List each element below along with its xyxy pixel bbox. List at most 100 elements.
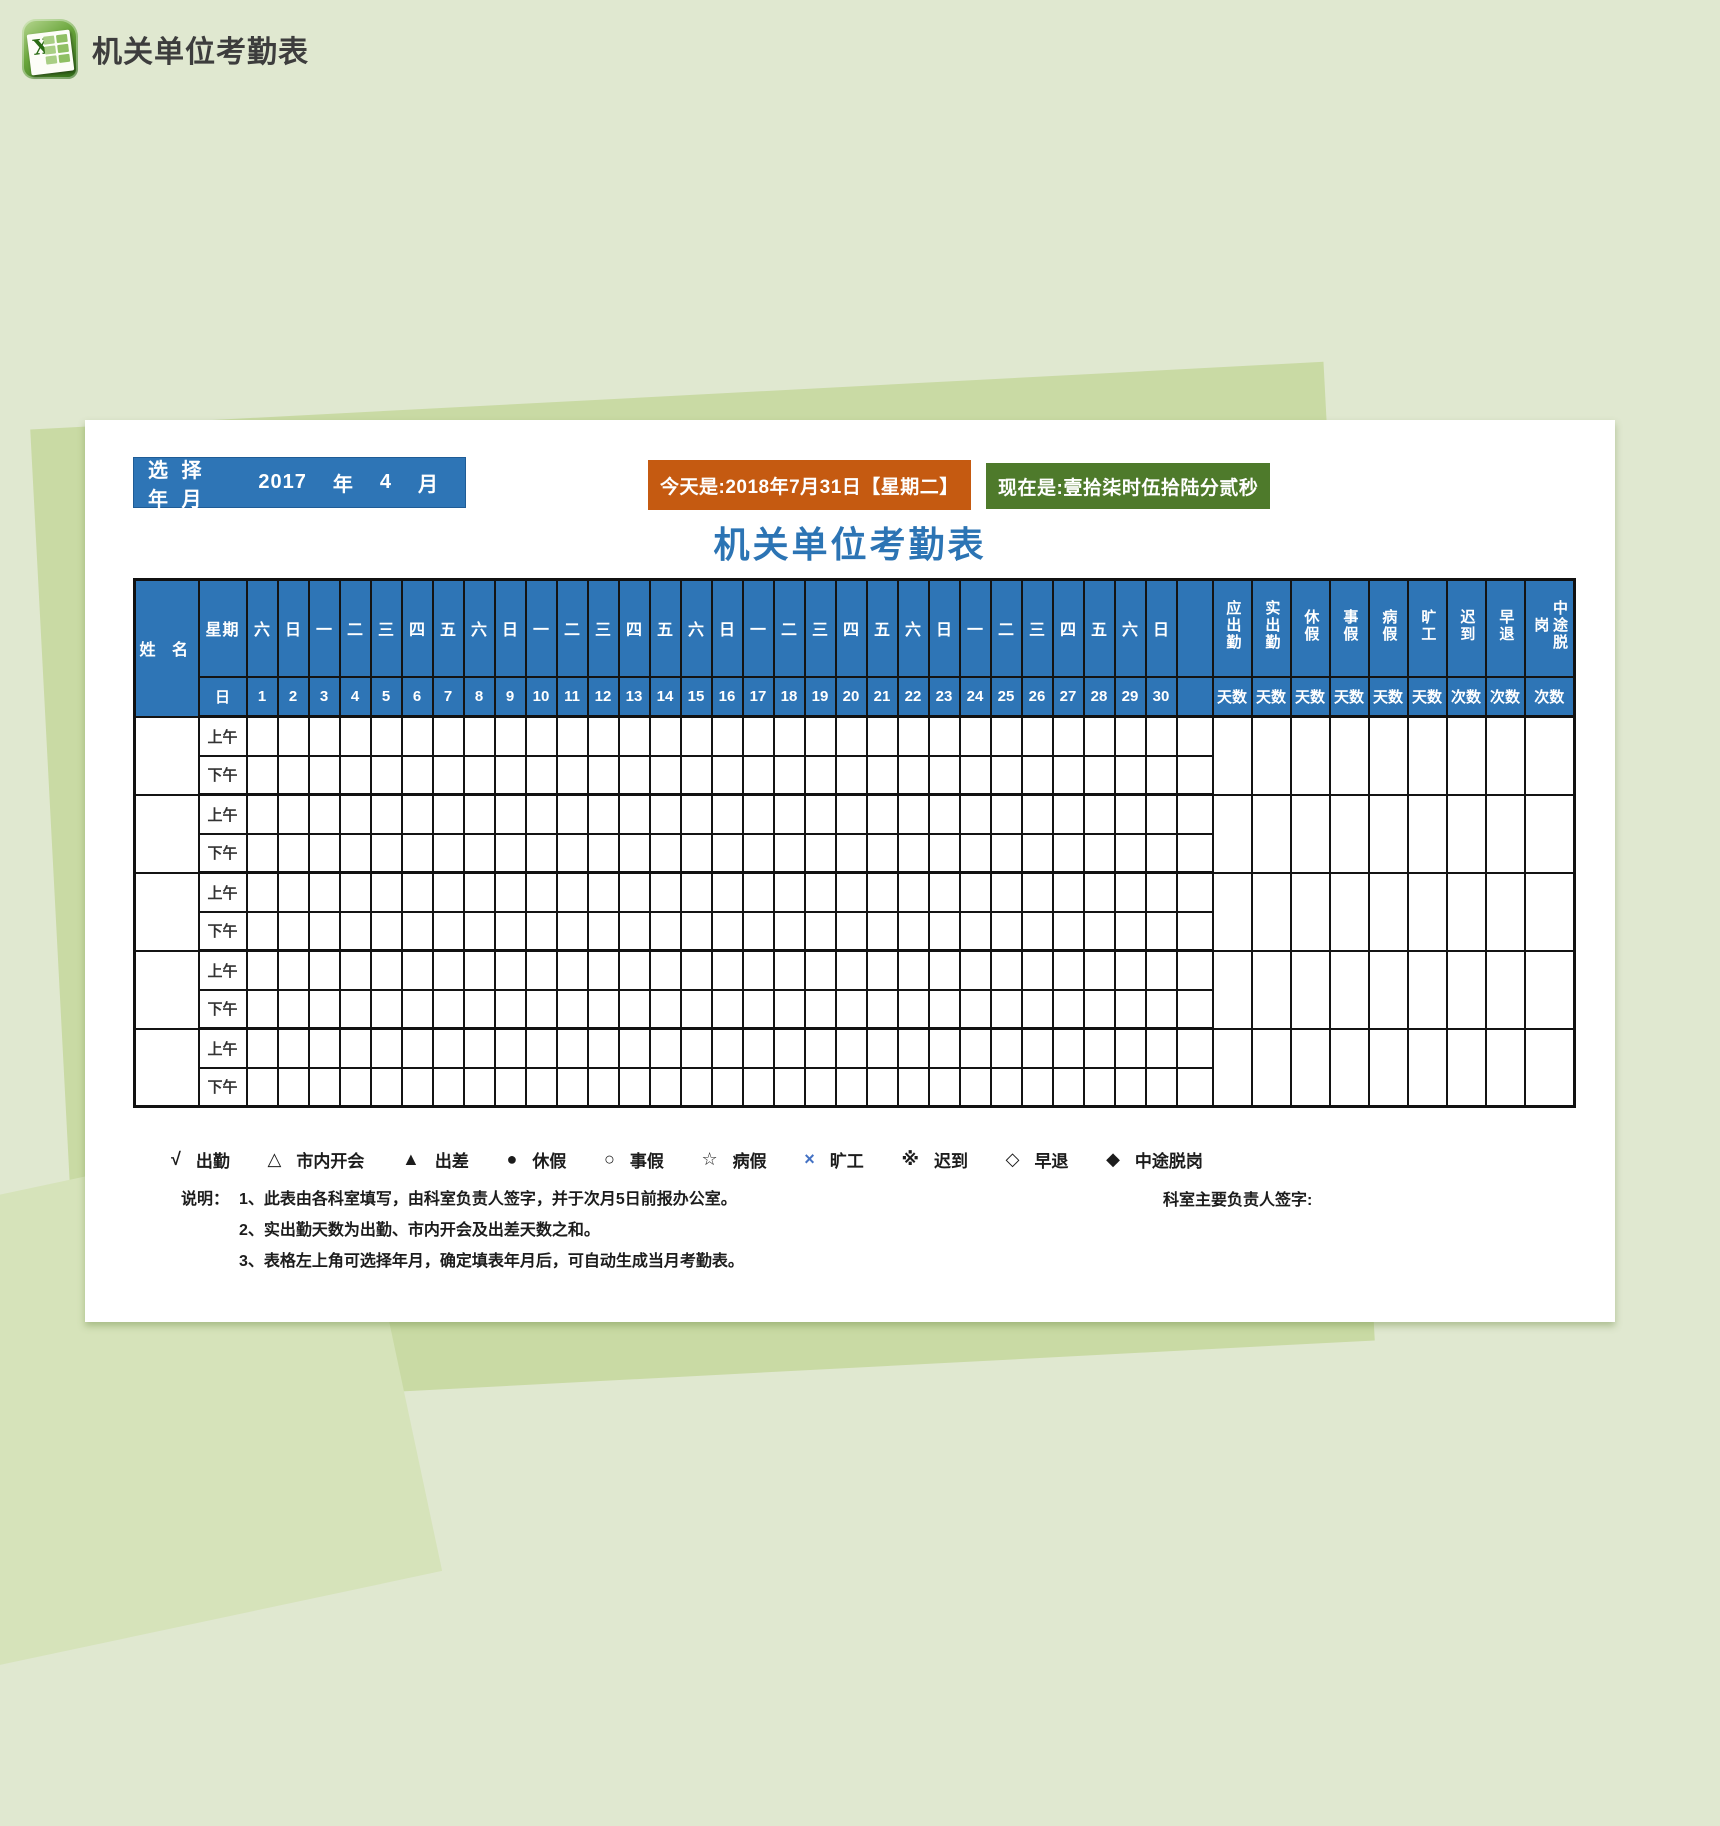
day-cell[interactable] bbox=[803, 988, 837, 1030]
day-cell[interactable] bbox=[1082, 1066, 1116, 1108]
summary-cell[interactable] bbox=[1406, 715, 1448, 796]
day-cell[interactable] bbox=[1175, 754, 1214, 796]
day-cell[interactable] bbox=[276, 910, 310, 952]
day-cell[interactable] bbox=[741, 949, 775, 991]
day-cell[interactable] bbox=[648, 715, 682, 757]
day-cell[interactable] bbox=[710, 910, 744, 952]
day-cell[interactable] bbox=[462, 949, 496, 991]
day-cell[interactable] bbox=[1113, 1027, 1147, 1069]
day-cell[interactable] bbox=[369, 832, 403, 874]
summary-cell[interactable] bbox=[1484, 793, 1526, 874]
day-cell[interactable] bbox=[431, 715, 465, 757]
day-cell[interactable] bbox=[710, 988, 744, 1030]
day-cell[interactable] bbox=[989, 949, 1023, 991]
day-cell[interactable] bbox=[648, 754, 682, 796]
day-cell[interactable] bbox=[462, 793, 496, 835]
day-cell[interactable] bbox=[772, 949, 806, 991]
summary-cell[interactable] bbox=[1328, 949, 1370, 1030]
day-cell[interactable] bbox=[369, 1027, 403, 1069]
day-cell[interactable] bbox=[307, 988, 341, 1030]
day-cell[interactable] bbox=[338, 793, 372, 835]
summary-cell[interactable] bbox=[1367, 1027, 1409, 1108]
day-cell[interactable] bbox=[338, 910, 372, 952]
day-cell[interactable] bbox=[1113, 988, 1147, 1030]
day-cell[interactable] bbox=[369, 754, 403, 796]
day-cell[interactable] bbox=[834, 949, 868, 991]
day-cell[interactable] bbox=[307, 1027, 341, 1069]
summary-cell[interactable] bbox=[1523, 871, 1576, 952]
day-cell[interactable] bbox=[1175, 1066, 1214, 1108]
summary-cell[interactable] bbox=[1367, 949, 1409, 1030]
day-cell[interactable] bbox=[896, 1066, 930, 1108]
day-cell[interactable] bbox=[493, 1066, 527, 1108]
day-cell[interactable] bbox=[555, 871, 589, 913]
day-cell[interactable] bbox=[245, 910, 279, 952]
day-cell[interactable] bbox=[648, 793, 682, 835]
day-cell[interactable] bbox=[586, 832, 620, 874]
day-cell[interactable] bbox=[1113, 793, 1147, 835]
summary-cell[interactable] bbox=[1328, 1027, 1370, 1108]
day-cell[interactable] bbox=[927, 871, 961, 913]
day-cell[interactable] bbox=[555, 1027, 589, 1069]
summary-cell[interactable] bbox=[1289, 715, 1331, 796]
day-cell[interactable] bbox=[958, 910, 992, 952]
day-cell[interactable] bbox=[617, 910, 651, 952]
day-cell[interactable] bbox=[1175, 832, 1214, 874]
day-cell[interactable] bbox=[1082, 754, 1116, 796]
day-cell[interactable] bbox=[400, 832, 434, 874]
day-cell[interactable] bbox=[1175, 715, 1214, 757]
day-cell[interactable] bbox=[679, 910, 713, 952]
day-cell[interactable] bbox=[1144, 988, 1178, 1030]
day-cell[interactable] bbox=[896, 910, 930, 952]
day-cell[interactable] bbox=[1175, 871, 1214, 913]
day-cell[interactable] bbox=[1113, 1066, 1147, 1108]
day-cell[interactable] bbox=[803, 1066, 837, 1108]
day-cell[interactable] bbox=[1051, 871, 1085, 913]
day-cell[interactable] bbox=[1144, 793, 1178, 835]
day-cell[interactable] bbox=[1144, 871, 1178, 913]
summary-cell[interactable] bbox=[1328, 715, 1370, 796]
summary-cell[interactable] bbox=[1445, 871, 1487, 952]
day-cell[interactable] bbox=[586, 871, 620, 913]
day-cell[interactable] bbox=[276, 871, 310, 913]
summary-cell[interactable] bbox=[1289, 949, 1331, 1030]
summary-cell[interactable] bbox=[1289, 1027, 1331, 1108]
summary-cell[interactable] bbox=[1211, 1027, 1253, 1108]
day-cell[interactable] bbox=[958, 1066, 992, 1108]
day-cell[interactable] bbox=[1082, 715, 1116, 757]
day-cell[interactable] bbox=[679, 1027, 713, 1069]
day-cell[interactable] bbox=[369, 949, 403, 991]
day-cell[interactable] bbox=[741, 1027, 775, 1069]
day-cell[interactable] bbox=[369, 793, 403, 835]
day-cell[interactable] bbox=[865, 988, 899, 1030]
day-cell[interactable] bbox=[865, 910, 899, 952]
day-cell[interactable] bbox=[338, 754, 372, 796]
day-cell[interactable] bbox=[679, 754, 713, 796]
day-cell[interactable] bbox=[834, 1066, 868, 1108]
day-cell[interactable] bbox=[369, 1066, 403, 1108]
day-cell[interactable] bbox=[369, 715, 403, 757]
day-cell[interactable] bbox=[958, 754, 992, 796]
day-cell[interactable] bbox=[276, 949, 310, 991]
day-cell[interactable] bbox=[803, 871, 837, 913]
day-cell[interactable] bbox=[865, 1066, 899, 1108]
day-cell[interactable] bbox=[555, 1066, 589, 1108]
day-cell[interactable] bbox=[896, 949, 930, 991]
day-cell[interactable] bbox=[245, 1027, 279, 1069]
day-cell[interactable] bbox=[524, 715, 558, 757]
day-cell[interactable] bbox=[555, 910, 589, 952]
day-cell[interactable] bbox=[1175, 988, 1214, 1030]
summary-cell[interactable] bbox=[1445, 793, 1487, 874]
day-cell[interactable] bbox=[896, 1027, 930, 1069]
day-cell[interactable] bbox=[834, 910, 868, 952]
day-cell[interactable] bbox=[1051, 1027, 1085, 1069]
day-cell[interactable] bbox=[896, 793, 930, 835]
day-cell[interactable] bbox=[462, 832, 496, 874]
day-cell[interactable] bbox=[834, 1027, 868, 1069]
day-cell[interactable] bbox=[1144, 832, 1178, 874]
day-cell[interactable] bbox=[741, 715, 775, 757]
day-cell[interactable] bbox=[1020, 910, 1054, 952]
summary-cell[interactable] bbox=[1250, 949, 1292, 1030]
summary-cell[interactable] bbox=[1523, 793, 1576, 874]
day-cell[interactable] bbox=[834, 871, 868, 913]
